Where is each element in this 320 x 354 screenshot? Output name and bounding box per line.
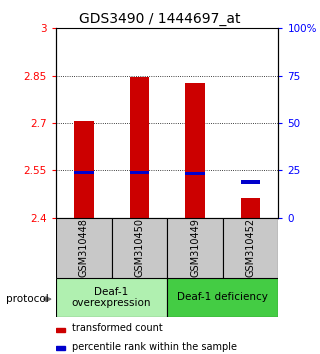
Text: GDS3490 / 1444697_at: GDS3490 / 1444697_at: [79, 12, 241, 27]
Bar: [74, 171, 93, 174]
Text: GSM310452: GSM310452: [246, 218, 256, 278]
Bar: [130, 77, 149, 218]
Bar: [112, 218, 167, 278]
Text: GSM310449: GSM310449: [190, 218, 200, 277]
Text: transformed count: transformed count: [72, 323, 162, 333]
Bar: [56, 278, 167, 317]
Text: Deaf-1
overexpression: Deaf-1 overexpression: [72, 286, 151, 308]
Text: GSM310448: GSM310448: [79, 218, 89, 277]
Bar: [167, 278, 278, 317]
Text: protocol: protocol: [6, 294, 49, 304]
Bar: [223, 218, 278, 278]
Bar: [130, 171, 149, 174]
Bar: [74, 121, 93, 218]
Bar: [167, 218, 223, 278]
Text: Deaf-1 deficiency: Deaf-1 deficiency: [177, 292, 268, 302]
Bar: [185, 82, 205, 218]
Text: percentile rank within the sample: percentile rank within the sample: [72, 342, 236, 352]
Bar: [241, 198, 260, 218]
Text: GSM310450: GSM310450: [134, 218, 144, 277]
Bar: [56, 328, 65, 332]
Bar: [241, 181, 260, 184]
Bar: [185, 172, 205, 175]
Bar: [56, 218, 112, 278]
Bar: [56, 346, 65, 350]
